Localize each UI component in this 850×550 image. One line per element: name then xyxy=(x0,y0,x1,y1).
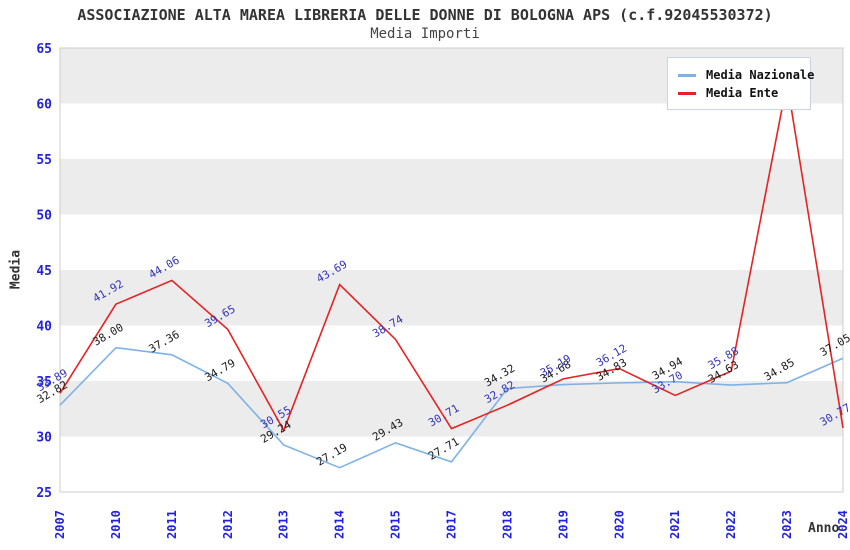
x-tick-label: 2015 xyxy=(389,510,403,539)
plot-border xyxy=(59,47,844,493)
x-tick-label: 2012 xyxy=(221,510,235,539)
legend-label: Media Nazionale xyxy=(706,68,815,82)
line-swatch-icon xyxy=(678,91,696,95)
series-line-media-nazionale xyxy=(59,346,844,469)
x-tick-label: 2023 xyxy=(780,510,794,539)
y-tick-label: 60 xyxy=(36,98,52,113)
plot-band xyxy=(60,159,843,215)
x-axis-title: Anno xyxy=(808,521,840,536)
legend-item-media-nazionale: Media Nazionale xyxy=(678,67,814,83)
x-tick-label: 2021 xyxy=(668,510,682,539)
x-tick-label: 2011 xyxy=(165,510,179,539)
x-tick-label: 2017 xyxy=(445,510,459,539)
x-tick-label: 2010 xyxy=(109,510,123,539)
legend-label: Media Ente xyxy=(706,86,779,100)
x-tick-label: 2024 xyxy=(836,510,850,539)
y-tick-label: 45 xyxy=(36,264,52,279)
chart-title: ASSOCIAZIONE ALTA MAREA LIBRERIA DELLE D… xyxy=(77,6,773,24)
legend-item-media-ente: Media Ente xyxy=(678,85,800,101)
y-axis-title: Media xyxy=(8,249,24,290)
point-value-label: 37.05 xyxy=(818,331,850,359)
point-value-label: 34.85 xyxy=(762,356,797,384)
y-tick-label: 55 xyxy=(36,153,52,168)
y-tick-label: 35 xyxy=(36,375,52,390)
y-tick-label: 40 xyxy=(36,320,52,335)
chart-subtitle: Media Importi xyxy=(370,26,480,42)
x-tick-label: 2019 xyxy=(556,510,570,539)
x-tick-label: 2018 xyxy=(500,510,514,539)
y-tick-label: 30 xyxy=(36,431,52,446)
point-value-label: 37.36 xyxy=(147,328,182,356)
x-tick-label: 2007 xyxy=(53,510,67,539)
x-tick-label: 2022 xyxy=(724,510,738,539)
y-tick-label: 25 xyxy=(36,486,52,501)
x-tick-label: 2020 xyxy=(612,510,626,539)
x-tick-label: 2013 xyxy=(277,510,291,539)
y-tick-label: 50 xyxy=(36,209,52,224)
y-tick-label: 65 xyxy=(36,42,52,57)
plot-band xyxy=(60,270,843,326)
line-swatch-icon xyxy=(678,73,696,77)
series-line-media-ente xyxy=(59,82,844,433)
x-tick-label: 2014 xyxy=(333,510,347,539)
legend: Media Nazionale Media Ente xyxy=(667,57,814,110)
